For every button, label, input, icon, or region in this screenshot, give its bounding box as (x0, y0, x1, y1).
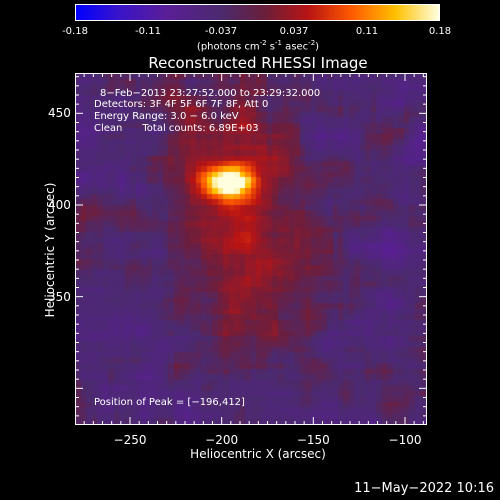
y-tick-label: 450 (48, 106, 71, 121)
x-tick-label: −200 (205, 433, 239, 447)
plot-area: 8−Feb−2013 23:27:52.000 to 23:29:32.000 … (75, 73, 427, 425)
timestamp-footer: 11−May−2022 10:16 (354, 481, 494, 496)
peak-annotation: Position of Peak = [−196,412] (94, 397, 245, 408)
colorbar (75, 4, 440, 21)
y-axis-label: Heliocentric Y (arcsec) (43, 182, 57, 318)
colorbar-tick: 0.037 (279, 26, 309, 37)
colorbar-tick: 0.11 (355, 26, 379, 37)
time-range-annotation: 8−Feb−2013 23:27:52.000 to 23:29:32.000 (100, 88, 321, 99)
detectors-annotation: Detectors: 3F 4F 5F 6F 7F 8F, Att 0 (94, 99, 269, 110)
colorbar-tick: -0.11 (135, 26, 161, 37)
colorbar-tick: -0.18 (62, 26, 88, 37)
colorbar-tick: 0.18 (428, 26, 452, 37)
clean-annotation: Clean Total counts: 6.89E+03 (94, 123, 259, 134)
energy-annotation: Energy Range: 3.0 − 6.0 keV (94, 111, 239, 122)
x-axis-label: Heliocentric X (arcsec) (190, 447, 326, 461)
chart-title: Reconstructed RHESSI Image (148, 54, 368, 72)
y-tick-label: 350 (48, 289, 71, 304)
x-tick-label: −250 (113, 433, 147, 447)
colorbar-tick: -0.037 (204, 26, 238, 37)
x-tick-label: −100 (388, 433, 422, 447)
heatmap-image (76, 74, 426, 424)
y-tick-label: 400 (48, 198, 71, 212)
x-tick-label: −150 (296, 433, 330, 447)
colorbar-units: (photons cm-2 s-1 asec-2) (196, 39, 320, 53)
